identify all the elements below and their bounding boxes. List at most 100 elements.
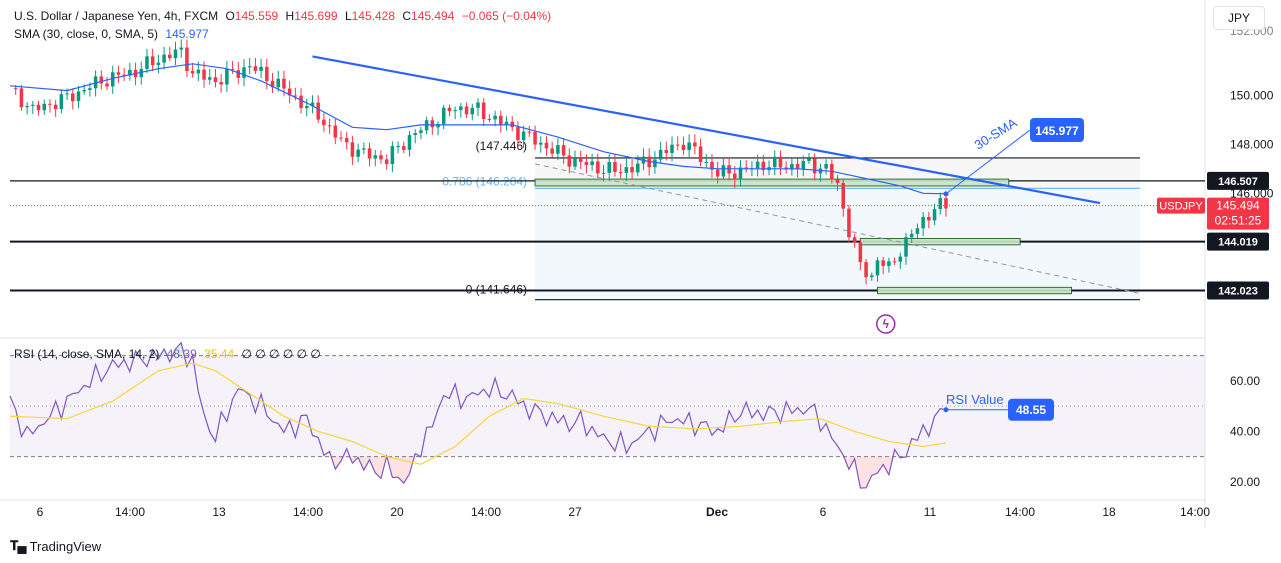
candle-body xyxy=(675,144,680,146)
candle-body xyxy=(464,106,469,115)
candle-body xyxy=(59,94,64,110)
brand-name: TradingView xyxy=(29,538,102,554)
candle-body xyxy=(367,148,372,159)
candle-body xyxy=(225,69,229,85)
candle-body xyxy=(459,106,463,111)
candle-body xyxy=(812,158,817,174)
candle-body xyxy=(36,104,41,111)
candle-body xyxy=(293,95,298,97)
rsi-overbought-fill xyxy=(152,349,159,356)
candle-body xyxy=(761,161,766,171)
candle-body xyxy=(76,91,81,102)
sma-callout-line xyxy=(945,129,1031,195)
candle-body xyxy=(693,142,697,147)
candle-body xyxy=(213,77,218,83)
candle-body xyxy=(858,242,863,263)
support-zone-box xyxy=(859,237,1021,246)
candle-body xyxy=(207,77,212,80)
candle-body xyxy=(710,161,714,170)
countdown-text: 02:51:25 xyxy=(1215,214,1262,228)
candle-body xyxy=(533,131,537,145)
candle-body xyxy=(864,262,868,278)
candle-body xyxy=(276,78,281,88)
candle-body xyxy=(299,95,303,109)
candle-body xyxy=(824,163,828,169)
candle-body xyxy=(624,167,629,173)
candle-body xyxy=(287,88,292,96)
candle-body xyxy=(778,156,783,168)
candle-body xyxy=(242,67,246,78)
candle-body xyxy=(190,71,195,74)
candle-body xyxy=(156,62,161,66)
candle-body xyxy=(350,142,355,157)
rsi-axis-tick: 40.00 xyxy=(1230,424,1260,438)
candle-body xyxy=(841,183,846,209)
time-axis-tick: 13 xyxy=(212,505,226,519)
candle-body xyxy=(196,69,201,74)
candle-body xyxy=(384,159,389,165)
time-axis-tick: 14:00 xyxy=(293,505,323,519)
candle-body xyxy=(847,208,851,238)
candle-body xyxy=(185,47,189,72)
candle-body xyxy=(327,125,332,127)
candle-body xyxy=(173,49,178,59)
candle-body xyxy=(664,149,669,154)
horizontal-level-label: 142.023 xyxy=(1218,285,1258,297)
support-zone-box xyxy=(534,178,1010,187)
candle-body xyxy=(13,88,18,90)
candle-body xyxy=(807,158,811,161)
low-label: L xyxy=(344,9,352,23)
candle-body xyxy=(453,110,457,112)
candle-body xyxy=(755,161,760,169)
candle-body xyxy=(253,66,258,71)
candle-body xyxy=(504,121,509,125)
close-label: C xyxy=(402,9,412,23)
time-axis-tick: 18 xyxy=(1102,505,1116,519)
candle-body xyxy=(921,216,925,229)
high-label: H xyxy=(285,9,295,23)
candle-body xyxy=(99,76,104,84)
candle-body xyxy=(835,179,840,184)
candle-body xyxy=(139,68,144,78)
candle-body xyxy=(322,119,326,126)
candle-body xyxy=(282,78,286,89)
candle-body xyxy=(42,103,47,111)
candle-body xyxy=(105,83,109,87)
rsi-sma-legend-value: 35.44 xyxy=(204,347,235,361)
candle-body xyxy=(436,124,440,128)
low-value: 145.428 xyxy=(351,9,396,23)
candle-body xyxy=(521,131,526,141)
candle-body xyxy=(915,228,920,234)
rsi-oversold-fill xyxy=(375,456,381,479)
candle-body xyxy=(25,105,29,108)
time-axis-tick: 14:00 xyxy=(471,505,501,519)
candle-body xyxy=(247,66,252,68)
rsi-oversold-fill xyxy=(894,456,901,458)
candle-body xyxy=(168,54,172,59)
candle-body xyxy=(202,69,206,80)
candle-body xyxy=(875,260,880,276)
candle-body xyxy=(441,107,446,125)
candle-body xyxy=(481,102,486,120)
symbol-tag-text: USDJPY xyxy=(1159,201,1203,213)
tradingview-logo[interactable]: 𝐓▄ TradingView xyxy=(10,538,101,554)
candle-body xyxy=(230,69,235,71)
currency-button[interactable]: JPY xyxy=(1213,6,1265,30)
sma-legend[interactable]: SMA (30, close, 0, SMA, 5) 145.977 xyxy=(14,27,213,41)
candle-body xyxy=(630,167,634,173)
fib-top-label: (147.446) xyxy=(476,139,527,153)
candle-body xyxy=(636,163,640,173)
rsi-oversold-fill xyxy=(883,456,889,475)
candle-body xyxy=(790,164,794,170)
candle-body xyxy=(419,130,423,133)
candle-body xyxy=(892,261,897,263)
rsi-overbought-fill xyxy=(158,348,165,356)
time-axis-tick: 14:00 xyxy=(1180,505,1210,519)
candle-body xyxy=(128,69,132,76)
candle-body xyxy=(333,125,338,138)
candle-body xyxy=(596,161,600,174)
candle-body xyxy=(516,127,520,141)
candle-body xyxy=(653,159,657,168)
rsi-legend[interactable]: RSI (14, close, SMA, 14, 2) 48.39 35.44 … xyxy=(14,347,325,361)
fib-zone-lower xyxy=(535,188,1140,300)
